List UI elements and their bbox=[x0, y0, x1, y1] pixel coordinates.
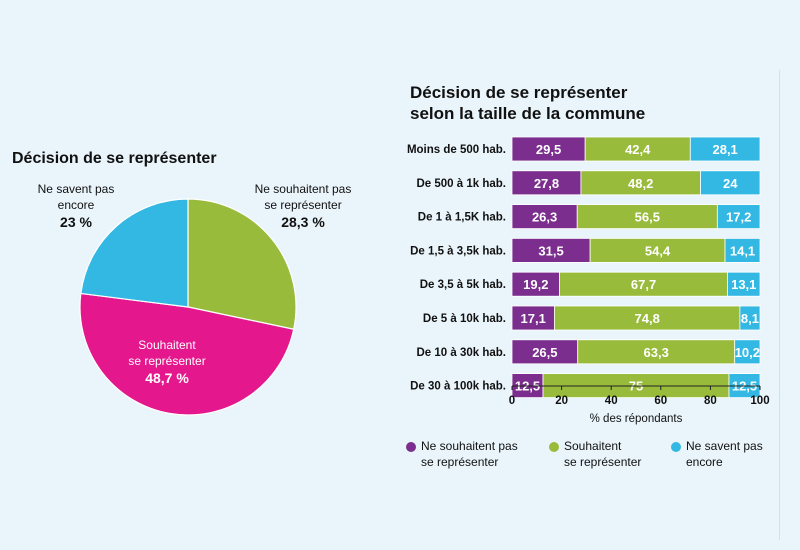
legend-swatch-purple bbox=[406, 442, 416, 452]
legend-swatch-cyan bbox=[671, 442, 681, 452]
data-label: 10,2 bbox=[735, 345, 760, 360]
data-label: 26,5 bbox=[532, 345, 557, 360]
data-label: 14,1 bbox=[730, 243, 755, 258]
bar-seg-undecided bbox=[727, 271, 761, 297]
data-label: 54,4 bbox=[645, 243, 671, 258]
x-tick-label: 80 bbox=[704, 395, 717, 407]
data-label: 29,5 bbox=[536, 142, 561, 157]
category-label: Moins de 500 hab. bbox=[407, 144, 506, 156]
bar-seg-not-running bbox=[511, 170, 582, 196]
legend-swatch-green bbox=[549, 442, 559, 452]
bar-seg-not-running bbox=[511, 136, 586, 162]
category-label: De 10 à 30k hab. bbox=[417, 347, 507, 359]
bar-chart-title-line1: Décision de se représenter bbox=[410, 83, 628, 102]
x-tick-label: 100 bbox=[750, 395, 769, 407]
data-label: 8,1 bbox=[741, 311, 759, 326]
pie-label-not-running-line1: Ne souhaitent pas bbox=[254, 182, 352, 196]
data-label: 17,1 bbox=[521, 311, 546, 326]
pie-label-running-line2: se représenter bbox=[128, 354, 206, 368]
legend-label-running-line2: se représenter bbox=[564, 455, 642, 469]
bar-seg-not-running bbox=[511, 339, 579, 365]
legend-label-undecided: Ne savent pas encore bbox=[686, 438, 763, 470]
legend-label-undecided-line2: encore bbox=[686, 455, 723, 469]
data-label: 31,5 bbox=[538, 243, 563, 258]
data-label: 26,3 bbox=[532, 210, 557, 225]
x-tick-label: 40 bbox=[605, 395, 618, 407]
bar-seg-undecided bbox=[739, 305, 761, 331]
legend-label-running: Souhaitent se représenter bbox=[564, 438, 641, 470]
pie-label-running: Souhaitent se représenter 48,7 % bbox=[112, 337, 222, 387]
category-label: De 500 à 1k hab. bbox=[417, 178, 507, 190]
pie-label-undecided-pct: 23 % bbox=[60, 214, 92, 230]
legend-label-undecided-line1: Ne savent pas bbox=[686, 439, 763, 453]
data-label: 24 bbox=[723, 176, 738, 191]
bar-seg-running bbox=[584, 136, 691, 162]
bar-seg-running bbox=[576, 204, 718, 230]
pie-label-not-running-pct: 28,3 % bbox=[281, 214, 325, 230]
x-tick-label: 0 bbox=[509, 395, 515, 407]
bar-chart-title-line2: selon la taille de la commune bbox=[410, 104, 646, 123]
pie-label-not-running-line2: se représenter bbox=[264, 198, 342, 212]
data-label: 74,8 bbox=[635, 311, 660, 326]
data-label: 13,1 bbox=[731, 277, 756, 292]
x-tick-label: 60 bbox=[654, 395, 667, 407]
bar-seg-not-running bbox=[511, 204, 578, 230]
bar-chart-title: Décision de se représenter selon la tail… bbox=[410, 82, 730, 124]
pie-slice-running bbox=[79, 292, 295, 416]
category-label: De 30 à 100k hab. bbox=[410, 381, 506, 393]
pie-label-running-line1: Souhaitent bbox=[138, 338, 196, 352]
data-label: 17,2 bbox=[726, 210, 751, 225]
data-label: 56,5 bbox=[635, 210, 660, 225]
pie-label-running-pct: 48,7 % bbox=[145, 370, 189, 386]
category-label: De 1 à 1,5K hab. bbox=[418, 212, 506, 224]
legend-label-not-running-line1: Ne souhaitent pas bbox=[421, 439, 518, 453]
category-label: De 3,5 à 5k hab. bbox=[420, 279, 506, 291]
bar-seg-undecided bbox=[700, 170, 761, 196]
pie-label-undecided-line1: Ne savent pas bbox=[37, 182, 115, 196]
data-label: 28,1 bbox=[712, 142, 737, 157]
data-label: 63,3 bbox=[644, 345, 669, 360]
category-label: De 5 à 10k hab. bbox=[423, 313, 506, 325]
data-label: 67,7 bbox=[631, 277, 656, 292]
data-label: 19,2 bbox=[523, 277, 548, 292]
bar-seg-undecided bbox=[734, 339, 761, 365]
panel-divider bbox=[779, 70, 780, 540]
legend-label-running-line1: Souhaitent bbox=[564, 439, 622, 453]
bar-seg-undecided bbox=[689, 136, 761, 162]
pie-slice-undecided bbox=[80, 198, 189, 308]
legend-label-not-running-line2: se représenter bbox=[421, 455, 499, 469]
pie-label-not-running: Ne souhaitent pas se représenter 28,3 % bbox=[238, 181, 368, 231]
pie-chart-title: Décision de se représenter bbox=[12, 150, 217, 167]
data-label: 42,4 bbox=[625, 142, 651, 157]
legend-label-not-running: Ne souhaitent pas se représenter bbox=[421, 438, 518, 470]
bar-seg-running bbox=[580, 170, 701, 196]
bar-seg-undecided bbox=[724, 237, 761, 263]
data-label: 48,2 bbox=[628, 176, 653, 191]
category-label: De 1,5 à 3,5k hab. bbox=[410, 245, 506, 257]
x-axis-title: % des répondants bbox=[590, 413, 683, 425]
pie-slice-not-running bbox=[187, 198, 297, 330]
data-label: 27,8 bbox=[534, 176, 559, 191]
bar-seg-undecided bbox=[716, 204, 761, 230]
bar-seg-not-running bbox=[511, 271, 561, 297]
pie-label-undecided: Ne savent pas encore 23 % bbox=[16, 181, 136, 231]
pie-label-undecided-line2: encore bbox=[57, 198, 95, 212]
bar-seg-running bbox=[577, 339, 736, 365]
x-tick-label: 20 bbox=[555, 395, 568, 407]
